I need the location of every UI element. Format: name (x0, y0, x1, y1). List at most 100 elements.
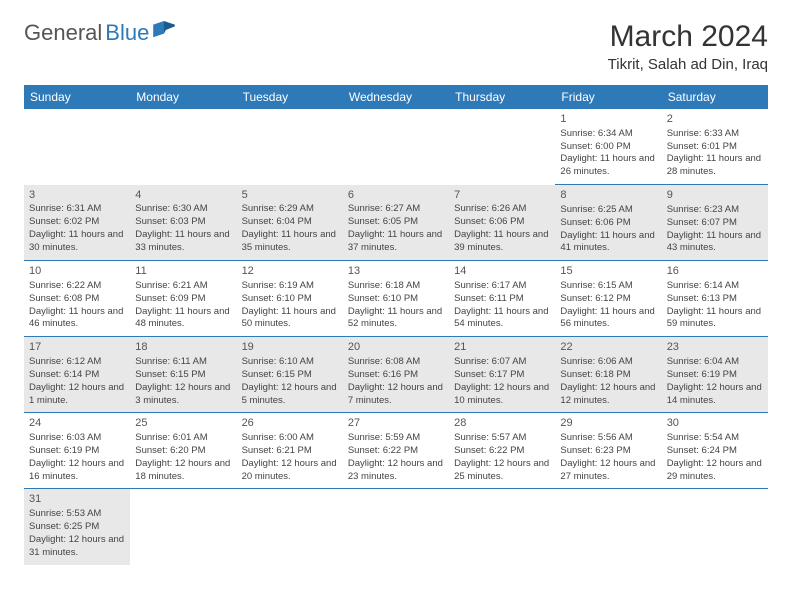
daylight-text: Daylight: 12 hours and 12 minutes. (560, 382, 656, 408)
day-cell: 2Sunrise: 6:33 AMSunset: 6:01 PMDaylight… (662, 109, 768, 185)
sunset-text: Sunset: 6:11 PM (454, 293, 550, 306)
day-cell: 22Sunrise: 6:06 AMSunset: 6:18 PMDayligh… (555, 337, 661, 413)
sunrise-text: Sunrise: 6:10 AM (242, 356, 338, 369)
weekday-header: Tuesday (237, 85, 343, 109)
weekday-header-row: Sunday Monday Tuesday Wednesday Thursday… (24, 85, 768, 109)
sunrise-text: Sunrise: 6:01 AM (135, 432, 231, 445)
week-row: 1Sunrise: 6:34 AMSunset: 6:00 PMDaylight… (24, 109, 768, 185)
month-title: March 2024 (608, 20, 768, 54)
day-number: 1 (560, 112, 656, 127)
daylight-text: Daylight: 11 hours and 41 minutes. (560, 230, 656, 256)
day-cell: 1Sunrise: 6:34 AMSunset: 6:00 PMDaylight… (555, 109, 661, 185)
day-number: 17 (29, 340, 125, 355)
flag-icon (153, 21, 175, 39)
daylight-text: Daylight: 12 hours and 29 minutes. (667, 458, 763, 484)
location: Tikrit, Salah ad Din, Iraq (608, 56, 768, 73)
daylight-text: Daylight: 12 hours and 3 minutes. (135, 382, 231, 408)
day-number: 13 (348, 264, 444, 279)
sunrise-text: Sunrise: 6:31 AM (29, 203, 125, 216)
sunrise-text: Sunrise: 6:04 AM (667, 356, 763, 369)
day-cell: 27Sunrise: 5:59 AMSunset: 6:22 PMDayligh… (343, 413, 449, 489)
sunrise-text: Sunrise: 6:33 AM (667, 128, 763, 141)
day-cell: 10Sunrise: 6:22 AMSunset: 6:08 PMDayligh… (24, 261, 130, 337)
sunset-text: Sunset: 6:08 PM (29, 293, 125, 306)
day-number: 26 (242, 416, 338, 431)
sunset-text: Sunset: 6:22 PM (454, 445, 550, 458)
sunrise-text: Sunrise: 6:03 AM (29, 432, 125, 445)
sunrise-text: Sunrise: 6:15 AM (560, 280, 656, 293)
header: General Blue March 2024 Tikrit, Salah ad… (24, 20, 768, 73)
daylight-text: Daylight: 11 hours and 52 minutes. (348, 306, 444, 332)
day-cell: 23Sunrise: 6:04 AMSunset: 6:19 PMDayligh… (662, 337, 768, 413)
sunrise-text: Sunrise: 5:56 AM (560, 432, 656, 445)
day-number: 30 (667, 416, 763, 431)
day-cell: 7Sunrise: 6:26 AMSunset: 6:06 PMDaylight… (449, 185, 555, 261)
day-cell: 5Sunrise: 6:29 AMSunset: 6:04 PMDaylight… (237, 185, 343, 261)
weekday-header: Monday (130, 85, 236, 109)
day-number: 9 (667, 188, 763, 203)
daylight-text: Daylight: 12 hours and 16 minutes. (29, 458, 125, 484)
weekday-header: Thursday (449, 85, 555, 109)
sunrise-text: Sunrise: 6:18 AM (348, 280, 444, 293)
daylight-text: Daylight: 11 hours and 37 minutes. (348, 229, 444, 255)
week-row: 24Sunrise: 6:03 AMSunset: 6:19 PMDayligh… (24, 413, 768, 489)
sunset-text: Sunset: 6:13 PM (667, 293, 763, 306)
sunrise-text: Sunrise: 6:19 AM (242, 280, 338, 293)
day-cell: 11Sunrise: 6:21 AMSunset: 6:09 PMDayligh… (130, 261, 236, 337)
sunrise-text: Sunrise: 5:59 AM (348, 432, 444, 445)
day-number: 3 (29, 188, 125, 203)
day-cell: 28Sunrise: 5:57 AMSunset: 6:22 PMDayligh… (449, 413, 555, 489)
sunrise-text: Sunrise: 6:08 AM (348, 356, 444, 369)
day-cell: 3Sunrise: 6:31 AMSunset: 6:02 PMDaylight… (24, 185, 130, 261)
day-cell (449, 489, 555, 565)
sunset-text: Sunset: 6:05 PM (348, 216, 444, 229)
sunset-text: Sunset: 6:06 PM (560, 217, 656, 230)
day-cell (662, 489, 768, 565)
day-cell: 16Sunrise: 6:14 AMSunset: 6:13 PMDayligh… (662, 261, 768, 337)
sunset-text: Sunset: 6:04 PM (242, 216, 338, 229)
sunset-text: Sunset: 6:16 PM (348, 369, 444, 382)
day-number: 23 (667, 340, 763, 355)
day-number: 31 (29, 492, 125, 507)
day-number: 8 (560, 188, 656, 203)
daylight-text: Daylight: 12 hours and 27 minutes. (560, 458, 656, 484)
sunset-text: Sunset: 6:25 PM (29, 521, 125, 534)
sunset-text: Sunset: 6:24 PM (667, 445, 763, 458)
weekday-header: Friday (555, 85, 661, 109)
sunset-text: Sunset: 6:19 PM (667, 369, 763, 382)
sunrise-text: Sunrise: 6:30 AM (135, 203, 231, 216)
sunrise-text: Sunrise: 6:06 AM (560, 356, 656, 369)
day-number: 14 (454, 264, 550, 279)
day-number: 15 (560, 264, 656, 279)
day-cell: 8Sunrise: 6:25 AMSunset: 6:06 PMDaylight… (555, 185, 661, 261)
sunrise-text: Sunrise: 5:57 AM (454, 432, 550, 445)
day-cell (343, 489, 449, 565)
day-number: 11 (135, 264, 231, 279)
sunrise-text: Sunrise: 6:17 AM (454, 280, 550, 293)
sunrise-text: Sunrise: 6:12 AM (29, 356, 125, 369)
day-cell (237, 489, 343, 565)
day-cell: 9Sunrise: 6:23 AMSunset: 6:07 PMDaylight… (662, 185, 768, 261)
daylight-text: Daylight: 12 hours and 31 minutes. (29, 534, 125, 560)
sunset-text: Sunset: 6:07 PM (667, 217, 763, 230)
day-cell: 13Sunrise: 6:18 AMSunset: 6:10 PMDayligh… (343, 261, 449, 337)
sunrise-text: Sunrise: 6:34 AM (560, 128, 656, 141)
day-cell: 24Sunrise: 6:03 AMSunset: 6:19 PMDayligh… (24, 413, 130, 489)
day-cell: 14Sunrise: 6:17 AMSunset: 6:11 PMDayligh… (449, 261, 555, 337)
daylight-text: Daylight: 11 hours and 46 minutes. (29, 306, 125, 332)
sunset-text: Sunset: 6:15 PM (135, 369, 231, 382)
daylight-text: Daylight: 11 hours and 48 minutes. (135, 306, 231, 332)
day-number: 28 (454, 416, 550, 431)
day-number: 18 (135, 340, 231, 355)
day-number: 6 (348, 188, 444, 203)
day-cell: 21Sunrise: 6:07 AMSunset: 6:17 PMDayligh… (449, 337, 555, 413)
daylight-text: Daylight: 11 hours and 33 minutes. (135, 229, 231, 255)
sunrise-text: Sunrise: 6:23 AM (667, 204, 763, 217)
weekday-header: Saturday (662, 85, 768, 109)
sunset-text: Sunset: 6:02 PM (29, 216, 125, 229)
sunset-text: Sunset: 6:17 PM (454, 369, 550, 382)
day-cell: 30Sunrise: 5:54 AMSunset: 6:24 PMDayligh… (662, 413, 768, 489)
day-number: 2 (667, 112, 763, 127)
day-cell: 29Sunrise: 5:56 AMSunset: 6:23 PMDayligh… (555, 413, 661, 489)
day-number: 21 (454, 340, 550, 355)
